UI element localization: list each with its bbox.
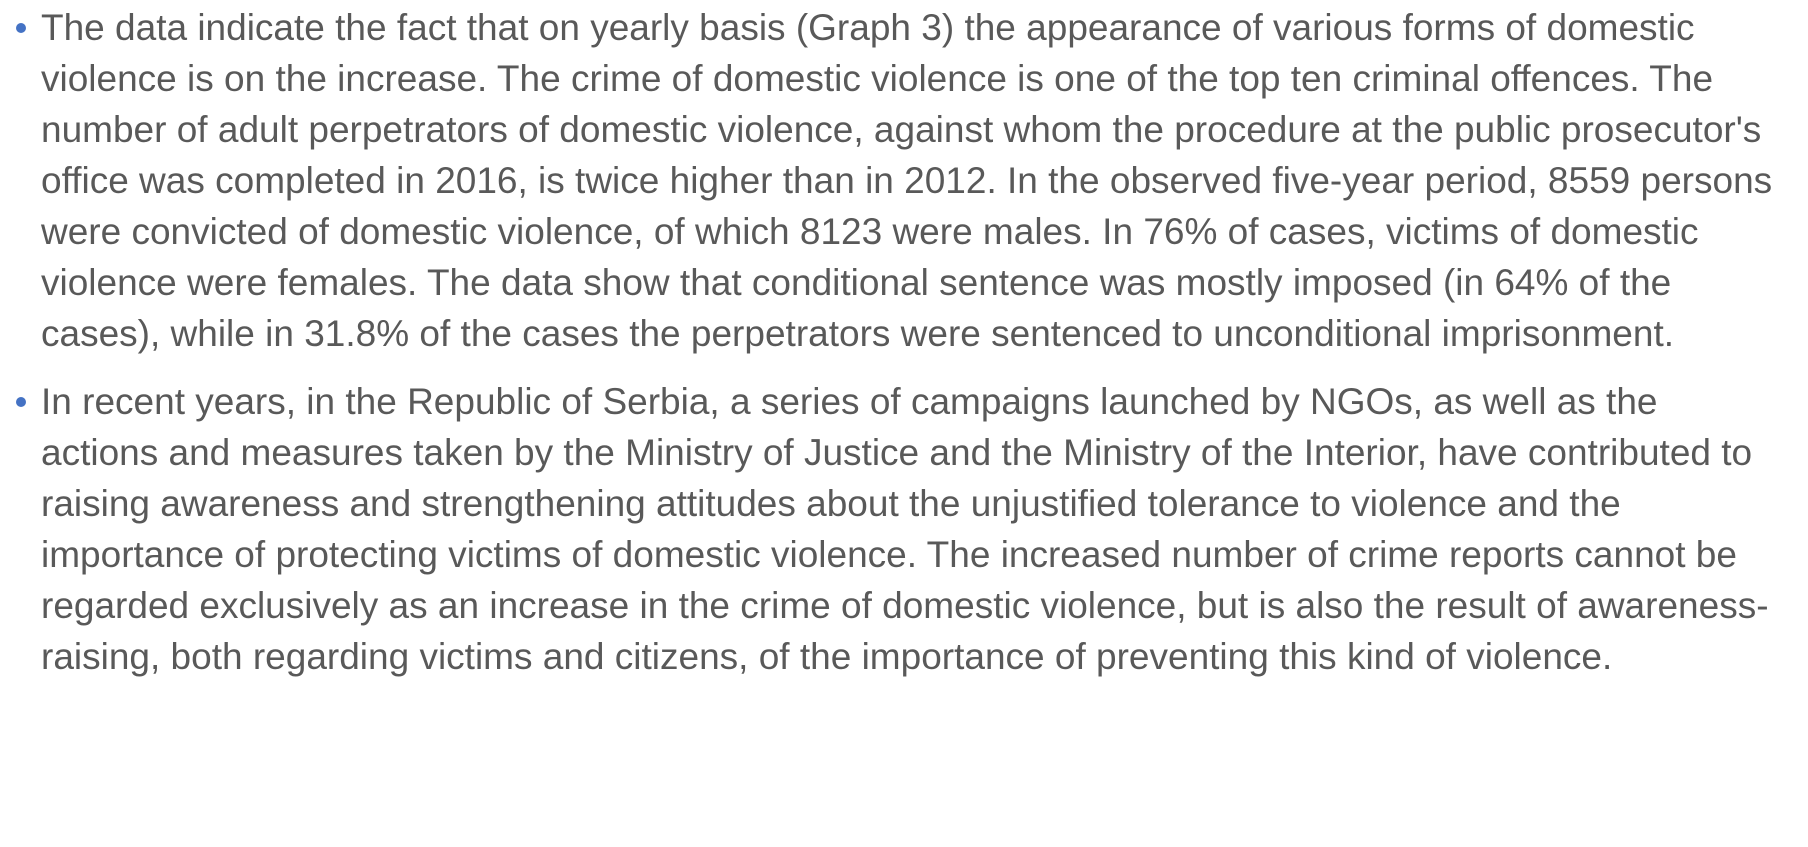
bullet-item: The data indicate the fact that on yearl…: [10, 2, 1784, 359]
bullet-list: The data indicate the fact that on yearl…: [10, 2, 1784, 682]
bullet-item: In recent years, in the Republic of Serb…: [10, 376, 1784, 682]
